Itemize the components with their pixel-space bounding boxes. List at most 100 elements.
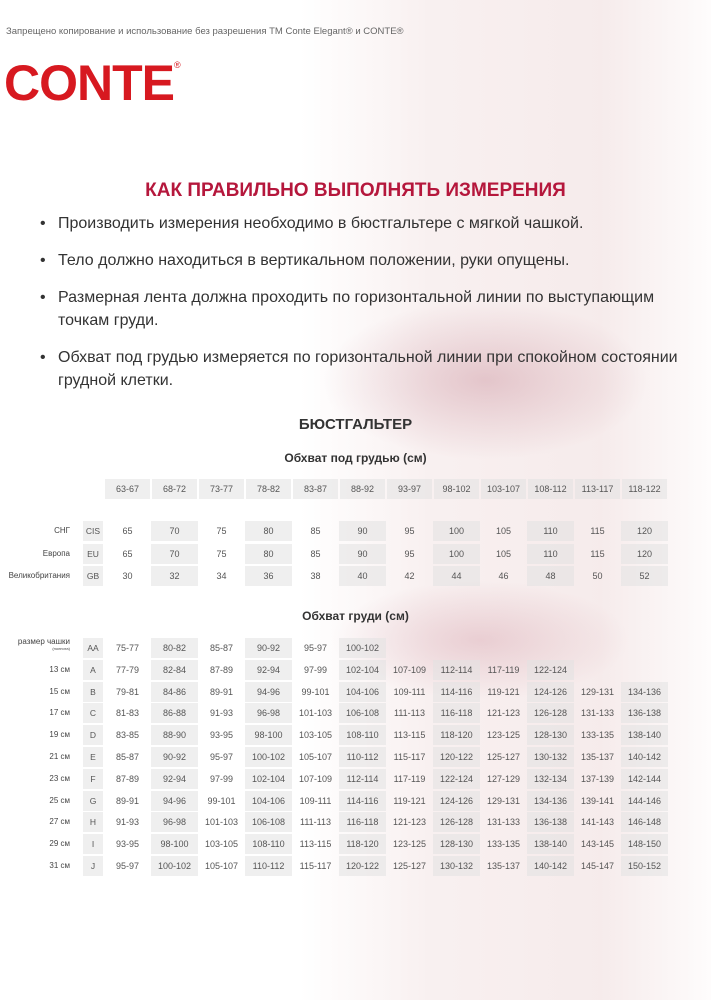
- bust-cell: 140-142: [621, 747, 668, 767]
- bust-cell: 105-107: [298, 752, 333, 762]
- bust-cell: 116-118: [433, 703, 480, 724]
- bust-cell: 98-100: [245, 725, 292, 746]
- section-title: БЮСТГАЛЬТЕР: [298, 416, 413, 433]
- size-cell: 48: [527, 566, 574, 586]
- bust-row-label: 27 см: [49, 817, 70, 827]
- copyright-notice: Запрещено копирование и использование бе…: [6, 26, 404, 37]
- bust-cell: 122-124: [527, 659, 574, 680]
- conte-logo: CONTE®: [4, 55, 181, 111]
- bust-cell: 80-82: [151, 638, 198, 658]
- bust-row-code: A: [83, 659, 103, 680]
- bust-cell: 120-122: [433, 747, 480, 767]
- bust-cell: 130-132: [433, 856, 480, 876]
- bust-row-code: E: [83, 747, 103, 767]
- bust-cell: 88-90: [151, 725, 198, 746]
- bust-cell: 93-95: [115, 839, 140, 850]
- bust-cell: 96-98: [151, 812, 198, 833]
- bust-title: Обхват груди (см): [302, 609, 409, 623]
- instructions-list: Производить измерения необходимо в бюстг…: [30, 212, 690, 406]
- bust-cell: 137-139: [580, 773, 615, 784]
- size-cell: 46: [498, 571, 509, 581]
- bust-cell: 148-150: [621, 834, 668, 855]
- size-row-code: CIS: [83, 521, 103, 541]
- bust-cell: 119-121: [487, 686, 520, 697]
- bust-cell: 138-140: [527, 834, 574, 855]
- bust-cell: 128-130: [433, 834, 480, 855]
- bust-cell: 89-91: [209, 686, 234, 697]
- bust-cell: 124-126: [527, 681, 574, 702]
- bust-cell: 93-95: [209, 730, 234, 741]
- size-cell: 75: [216, 548, 227, 559]
- bust-row-label: 15 см: [49, 686, 70, 696]
- bust-cell: 117-119: [487, 664, 520, 675]
- bust-row-label: 13 см: [49, 664, 70, 674]
- bust-cell: 128-130: [527, 725, 574, 746]
- bust-cell: 121-123: [392, 817, 427, 828]
- bust-cell: 120-122: [339, 856, 386, 876]
- bust-cell: 138-140: [621, 725, 668, 746]
- size-cell: 32: [151, 566, 198, 586]
- size-cell: 110: [527, 521, 574, 541]
- bust-cell: 135-137: [580, 752, 615, 762]
- bust-cell: 129-131: [580, 686, 615, 697]
- bust-cell: 150-152: [621, 856, 668, 876]
- bust-cell: 111-113: [393, 708, 426, 719]
- bust-cell: 91-93: [115, 817, 140, 828]
- size-cell: 38: [310, 571, 321, 581]
- size-cell: 95: [404, 526, 415, 536]
- bust-cell: 125-127: [486, 752, 521, 762]
- bust-cell: [480, 638, 527, 658]
- bust-cell: 105-107: [204, 861, 239, 871]
- underbust-title: Обхват под грудью (см): [284, 451, 427, 465]
- bust-cell: 134-136: [527, 790, 574, 811]
- bust-cell: 89-91: [115, 795, 140, 806]
- bust-cell: 126-128: [527, 703, 574, 724]
- bust-cell: 107-109: [392, 664, 427, 675]
- underbust-header-cell: 93-97: [387, 479, 432, 499]
- bust-row-label: 23 см: [49, 773, 70, 783]
- size-cell: 36: [245, 566, 292, 586]
- size-row-code: GB: [83, 566, 103, 586]
- bust-cell: 99-101: [301, 686, 330, 697]
- size-cell: 120: [621, 543, 668, 564]
- bust-cell: 83-85: [115, 730, 140, 741]
- underbust-header-cell: 63-67: [105, 479, 150, 499]
- bust-cell: 104-106: [245, 790, 292, 811]
- size-cell: 100: [433, 521, 480, 541]
- bust-cell: 90-92: [151, 747, 198, 767]
- bust-cell: 84-86: [151, 681, 198, 702]
- size-cell: 52: [621, 566, 668, 586]
- underbust-header-cell: 88-92: [340, 479, 385, 499]
- bust-row-code: AA: [83, 638, 103, 658]
- bust-cell: 91-93: [209, 708, 234, 719]
- bust-cell: 101-103: [204, 817, 239, 828]
- size-cell: 85: [310, 526, 321, 536]
- bust-cell: 106-108: [245, 812, 292, 833]
- bust-cell: 139-141: [580, 795, 615, 806]
- size-cell: 90: [339, 521, 386, 541]
- underbust-header-cell: 68-72: [152, 479, 197, 499]
- bust-cell: 100-102: [245, 747, 292, 767]
- bust-cell: 95-97: [209, 752, 234, 762]
- bust-row-code: D: [83, 725, 103, 746]
- bust-cell: 133-135: [580, 730, 615, 741]
- bust-row-code: F: [83, 768, 103, 789]
- instruction-item: Тело должно находиться в вертикальном по…: [30, 249, 690, 272]
- size-cell: 100: [433, 543, 480, 564]
- bust-cell: [527, 638, 574, 658]
- bust-cell: 136-138: [527, 812, 574, 833]
- bust-cell: 85-87: [115, 752, 140, 762]
- bust-cell: 87-89: [115, 773, 140, 784]
- bust-cell: [621, 638, 668, 658]
- bust-cell: [574, 660, 621, 680]
- underbust-header-cell: 78-82: [246, 479, 291, 499]
- size-row-label: СНГ: [54, 526, 70, 535]
- size-row-label: Европа: [42, 548, 70, 558]
- size-cell: 65: [122, 548, 133, 559]
- size-cell: 115: [590, 526, 605, 536]
- instruction-item: Производить измерения необходимо в бюстг…: [30, 212, 690, 235]
- bust-cell: 145-147: [580, 861, 615, 871]
- bust-cell: 115-117: [299, 861, 332, 871]
- bust-cell: 103-105: [298, 730, 333, 741]
